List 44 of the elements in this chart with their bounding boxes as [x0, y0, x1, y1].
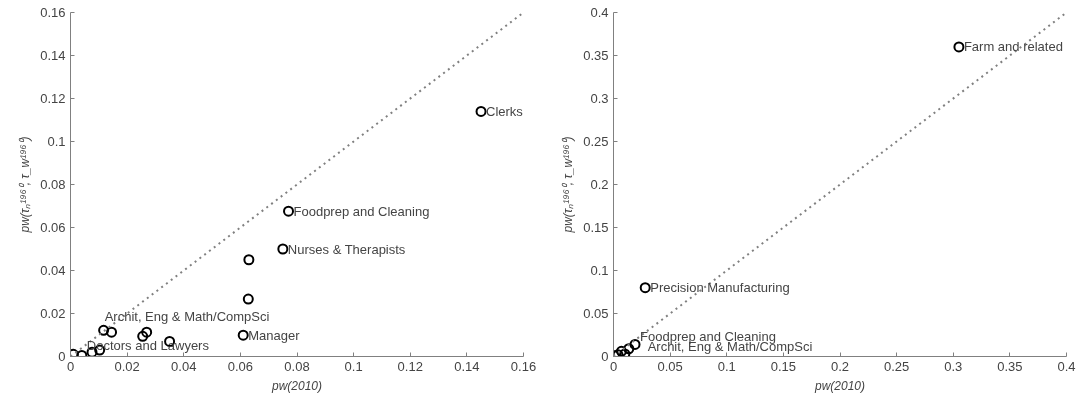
annotation: Foodprep and Cleaning [293, 203, 430, 219]
y-tick-label: 0.14 [40, 48, 66, 63]
x-axis-title: pw(2010) [270, 378, 323, 393]
x-tick-label: 0.14 [454, 358, 480, 374]
y-tick-label: 0.12 [40, 91, 66, 106]
x-tick-label: 0.02 [114, 358, 140, 374]
x-tick-label: 0.1 [717, 358, 736, 374]
x-tick-label: 0.3 [944, 358, 963, 374]
x-tick-label: 0.35 [997, 358, 1023, 374]
y-tick-label: 0.05 [583, 306, 609, 321]
x-tick-label: 0.2 [830, 358, 850, 374]
x-axis-title: pw(2010) [813, 378, 866, 393]
annotation: Archit, Eng & Math/CompSci [104, 309, 270, 325]
x-tick-label: 0.06 [227, 358, 254, 374]
y-tick-label: 0.25 [583, 134, 609, 149]
x-tick-label: 0.12 [397, 358, 423, 374]
y-tick-label: 0.16 [40, 5, 66, 20]
y-tick-label: 0.04 [40, 263, 66, 278]
y-tick-label: 0.4 [590, 5, 609, 20]
x-tick-label: 0.04 [171, 358, 197, 374]
y-axis-title: pw(τₙ¹⁹⁶⁰, τ_w¹⁹⁶⁰) [561, 136, 576, 234]
annotation: Manager [248, 327, 301, 343]
x-tick-label: 0.1 [344, 358, 363, 374]
x-tick-label: 0.25 [883, 358, 910, 374]
y-tick-label: 0.06 [40, 220, 66, 235]
annotation: Clerks [486, 103, 524, 119]
y-tick-label: 0.15 [583, 220, 609, 235]
y-tick-label: 0.1 [590, 263, 609, 278]
y-tick-label: 0.35 [583, 48, 609, 63]
x-tick-label: 0.15 [770, 358, 797, 374]
annotation: Precision Manufacturing [650, 280, 790, 296]
y-tick-label: 0.3 [590, 91, 609, 106]
y-tick-label: 0.08 [40, 177, 66, 192]
annotation: Doctors and Lawyers [86, 338, 210, 354]
x-tick-label: 0.16 [510, 358, 537, 374]
x-tick-label: 0.4 [1057, 358, 1076, 374]
x-tick-label: 0.08 [284, 358, 310, 374]
y-tick-label: 0.2 [590, 177, 609, 192]
y-tick-label: 0.1 [47, 134, 66, 149]
y-tick-label: 0.02 [40, 306, 66, 321]
annotation: Farm and related [963, 39, 1063, 55]
annotation: Nurses & Therapists [287, 241, 406, 257]
x-tick-label: 0.05 [657, 358, 683, 374]
y-axis-title: pw(τₙ¹⁹⁶⁰, τ_w¹⁹⁶⁰) [18, 136, 33, 234]
